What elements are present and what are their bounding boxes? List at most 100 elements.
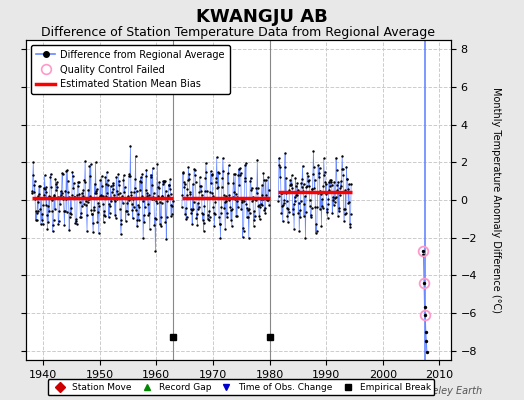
Point xyxy=(204,212,212,218)
Point xyxy=(75,195,83,201)
Point xyxy=(252,185,260,191)
Point xyxy=(137,174,145,180)
Point xyxy=(156,221,164,227)
Point xyxy=(127,189,135,195)
Point xyxy=(65,227,73,234)
Point xyxy=(215,214,223,220)
Point xyxy=(207,180,215,186)
Point xyxy=(251,196,259,202)
Point xyxy=(223,210,231,216)
Point xyxy=(109,180,117,186)
Point xyxy=(236,165,244,172)
Point xyxy=(237,170,245,176)
Point xyxy=(234,172,243,178)
Point xyxy=(312,230,320,236)
Point xyxy=(346,210,355,217)
Point xyxy=(214,170,223,176)
Point xyxy=(152,198,160,204)
Point xyxy=(80,177,89,183)
Point xyxy=(242,160,250,167)
Point xyxy=(145,210,154,216)
Point xyxy=(106,202,114,209)
Point xyxy=(124,193,132,199)
Point xyxy=(232,191,240,198)
Point xyxy=(64,189,72,196)
Point xyxy=(41,186,49,192)
Point xyxy=(164,193,172,199)
Point xyxy=(312,228,321,234)
Point xyxy=(241,162,249,168)
Point xyxy=(336,185,344,191)
Point xyxy=(316,188,325,194)
Point xyxy=(144,201,152,207)
Point xyxy=(319,183,328,190)
Point xyxy=(298,176,307,182)
Point xyxy=(183,186,192,192)
Point xyxy=(230,170,238,177)
Point xyxy=(110,182,118,188)
Point xyxy=(221,199,229,205)
Point xyxy=(54,221,62,228)
Point xyxy=(336,178,345,185)
Point xyxy=(74,179,83,186)
Point xyxy=(159,178,167,185)
Point xyxy=(134,211,143,217)
Point xyxy=(116,221,125,228)
Point xyxy=(301,193,309,199)
Point xyxy=(28,190,36,196)
Point xyxy=(311,204,320,211)
Point xyxy=(142,173,150,180)
Point xyxy=(419,251,428,258)
Point xyxy=(166,176,174,183)
Point xyxy=(77,214,85,220)
Point xyxy=(161,177,169,184)
Point xyxy=(345,199,354,205)
Point xyxy=(420,304,429,310)
Point xyxy=(293,187,302,194)
Point xyxy=(136,178,144,185)
Point xyxy=(190,199,198,206)
Legend: Station Move, Record Gap, Time of Obs. Change, Empirical Break: Station Move, Record Gap, Time of Obs. C… xyxy=(48,379,434,396)
Point xyxy=(225,192,234,199)
Point xyxy=(206,189,214,196)
Point xyxy=(114,182,123,188)
Point xyxy=(259,196,267,202)
Point xyxy=(43,212,51,218)
Point xyxy=(42,184,51,190)
Point xyxy=(126,142,135,149)
Point xyxy=(94,199,103,206)
Point xyxy=(101,174,110,181)
Point xyxy=(32,208,40,214)
Point xyxy=(34,208,42,214)
Point xyxy=(141,187,150,194)
Point xyxy=(253,190,261,196)
Point xyxy=(86,172,94,179)
Point xyxy=(253,156,261,163)
Point xyxy=(233,198,242,204)
Title: Difference of Station Temperature Data from Regional Average: Difference of Station Temperature Data f… xyxy=(41,26,435,39)
Point xyxy=(303,170,311,176)
Point xyxy=(58,170,66,176)
Point xyxy=(52,187,61,193)
Point xyxy=(311,177,319,183)
Point xyxy=(119,200,127,206)
Point xyxy=(286,177,294,183)
Point xyxy=(178,204,186,211)
Point xyxy=(204,217,213,224)
Point xyxy=(225,197,233,203)
Point xyxy=(144,212,152,218)
Point xyxy=(90,204,98,210)
Point xyxy=(37,195,46,202)
Point xyxy=(146,226,154,232)
Point xyxy=(158,193,166,200)
Point xyxy=(69,173,77,179)
Point xyxy=(217,204,226,210)
Point xyxy=(39,185,48,191)
Point xyxy=(196,188,205,194)
Point xyxy=(36,206,45,212)
Point xyxy=(317,223,325,230)
Point xyxy=(83,227,91,234)
Point xyxy=(342,164,351,170)
Point xyxy=(303,183,311,190)
Point xyxy=(36,182,44,189)
